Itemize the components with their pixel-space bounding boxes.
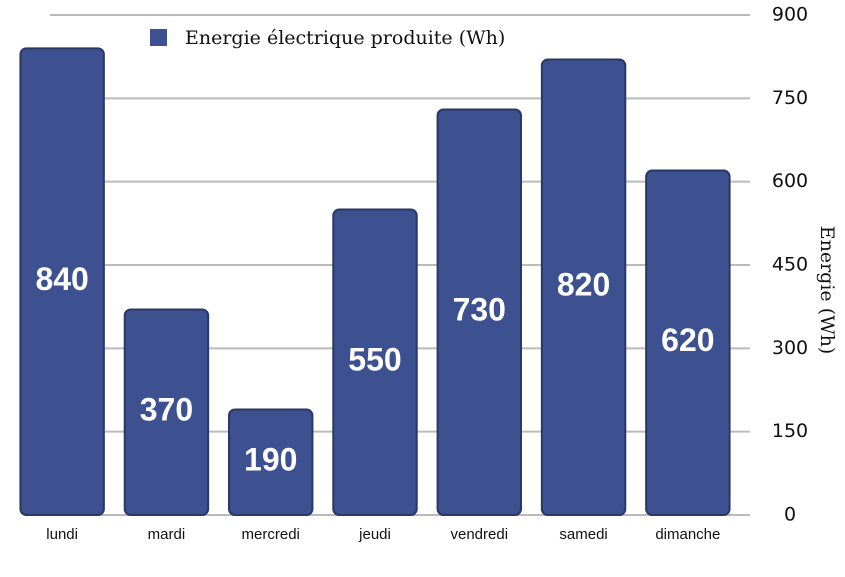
x-tick-label: vendredi — [451, 526, 509, 543]
data-label: 190 — [244, 442, 297, 478]
bar — [19, 47, 105, 516]
data-label: 820 — [557, 267, 610, 303]
bar — [228, 408, 314, 517]
data-label: 730 — [453, 292, 506, 328]
y-tick-label: 300 — [772, 337, 808, 359]
x-tick-label: samedi — [559, 526, 607, 543]
y-tick-label: 750 — [772, 87, 808, 109]
x-tick-label: jeudi — [358, 526, 391, 543]
bar — [436, 108, 523, 516]
y-tick-label: 600 — [772, 170, 808, 192]
legend-label: Energie électrique produite (Wh) — [185, 27, 505, 49]
y-tick-label: 450 — [772, 254, 808, 276]
x-tick-label: mardi — [148, 526, 186, 543]
y-tick-label: 150 — [772, 420, 808, 442]
y-tick-label: 900 — [772, 4, 808, 26]
y-tick-label: 0 — [784, 504, 796, 526]
bar — [645, 169, 731, 517]
x-tick-label: dimanche — [655, 526, 720, 543]
data-label: 550 — [348, 342, 401, 378]
x-tick-label: lundi — [46, 526, 78, 543]
y-axis-title: Energie (Wh) — [816, 226, 838, 355]
legend-swatch — [150, 29, 167, 46]
bar — [540, 58, 627, 516]
x-tick-label: mercredi — [242, 526, 300, 543]
bar — [123, 308, 210, 517]
data-label: 370 — [140, 392, 193, 428]
data-label: 840 — [35, 261, 88, 297]
bar — [332, 208, 418, 516]
data-label: 620 — [661, 322, 714, 358]
